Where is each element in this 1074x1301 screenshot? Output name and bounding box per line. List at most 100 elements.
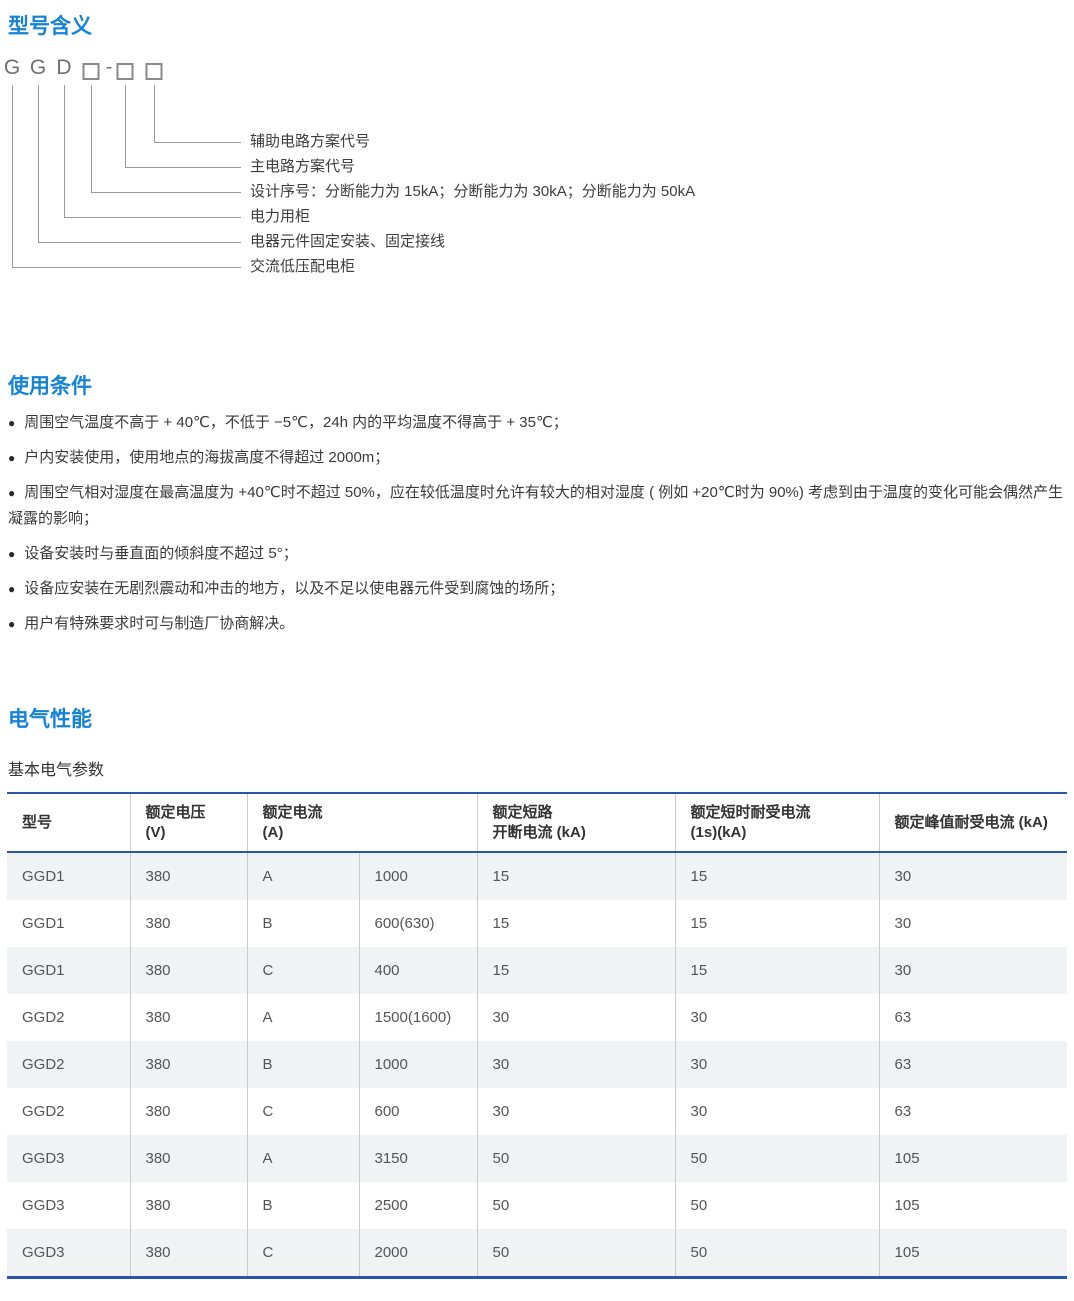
condition-item: ● 周围空气温度不高于 + 40℃，不低于 −5℃，24h 内的平均温度不得高于 … — [8, 410, 1070, 436]
table-cell: 400 — [358, 947, 478, 994]
table-header-cell: 型号 — [7, 793, 130, 852]
table-cell: 380 — [129, 947, 247, 994]
table-cell: A — [246, 994, 359, 1041]
header-line: 额定短路 — [492, 803, 553, 821]
section-title-electrical-performance: 电气性能 — [8, 708, 92, 731]
table-cell: GGD3 — [22, 1197, 65, 1214]
table-cell: 15 — [674, 947, 880, 994]
condition-item: ● 周围空气相对湿度在最高温度为 +40℃时不超过 50%，应在较低温度时允许有较… — [8, 480, 1070, 532]
table-header-cell: 额定短时耐受电流 (1s)(kA) — [674, 793, 880, 852]
table-cell: 50 — [476, 1135, 676, 1182]
table-row: GGD1 380 C 400 15 15 30 — [7, 947, 1068, 994]
table-body: GGD1 380 A 1000 15 15 30 GGD1 380 B 600(630) 15 15 30… — [7, 852, 1068, 1278]
table-cell: 30 — [476, 1088, 676, 1135]
table-cell: 30 — [674, 1088, 880, 1135]
condition-item: ● 设备应安装在无剧烈震动和冲击的地方，以及不足以使电器元件受到腐蚀的场所； — [8, 576, 1070, 602]
model-code-label: 辅助电路方案代号 — [250, 133, 371, 150]
table-row: GGD3 380 C 2000 50 50 105 — [7, 1229, 1068, 1278]
condition-text: 用户有特殊要求时可与制造厂协商解决。 — [24, 615, 295, 632]
table-cell: 380 — [129, 1041, 247, 1088]
connector-line — [64, 85, 241, 218]
table-cell: 2000 — [358, 1229, 478, 1278]
connector-line — [125, 85, 241, 168]
table-cell: 50 — [674, 1135, 880, 1182]
table-cell: 380 — [129, 852, 247, 900]
table-cell: 30 — [878, 852, 1068, 900]
bullet-icon: ● — [8, 617, 16, 631]
table-cell: 1000 — [358, 1041, 478, 1088]
table-cell: 15 — [476, 947, 676, 994]
table-cell: 30 — [476, 1041, 676, 1088]
table-cell: GGD1 — [22, 868, 65, 885]
table-cell: 50 — [674, 1182, 880, 1229]
table-row: GGD1 380 A 1000 15 15 30 — [7, 852, 1068, 900]
usage-conditions-list: ● 周围空气温度不高于 + 40℃，不低于 −5℃，24h 内的平均温度不得高于 … — [8, 410, 1070, 646]
condition-item: ● 设备安装时与垂直面的倾斜度不超过 5°； — [8, 541, 1070, 567]
bullet-icon: ● — [8, 451, 16, 465]
table-cell: 380 — [129, 1088, 247, 1135]
table-row: GGD1 380 B 600(630) 15 15 30 — [7, 900, 1068, 947]
header-line: 型号 — [22, 813, 53, 831]
model-dash: - — [105, 57, 113, 78]
model-code-label: 交流低压配电柜 — [250, 258, 356, 275]
header-line: (1s)(kA) — [690, 823, 747, 841]
model-box-placeholder — [145, 63, 163, 80]
table-cell: 380 — [129, 900, 247, 947]
table-cell: 105 — [878, 1182, 1068, 1229]
table-row: GGD3 380 A 3150 50 50 105 — [7, 1135, 1068, 1182]
table-cell: 105 — [878, 1135, 1068, 1182]
table-cell: B — [246, 1182, 359, 1229]
table-cell: 30 — [878, 947, 1068, 994]
table-header-row: 型号 额定电压 (V) 额定电流 (A) 额定短路 开断电流 (kA) 额定短时耐受电流 (1s… — [7, 793, 1068, 852]
table-cell: 63 — [878, 1041, 1068, 1088]
section-title-model-meaning: 型号含义 — [8, 15, 92, 38]
header-line: 额定短时耐受电流 — [690, 803, 811, 821]
model-code-label: 主电路方案代号 — [250, 158, 356, 175]
connector-line — [38, 85, 241, 243]
condition-text: 户内安装使用，使用地点的海拔高度不得超过 2000m； — [24, 449, 390, 466]
table-cell: 105 — [878, 1229, 1068, 1278]
table-cell: 1000 — [358, 852, 478, 900]
connector-line — [91, 85, 241, 193]
model-code-label: 设计序号：分断能力为 15kA；分断能力为 30kA；分断能力为 50kA — [250, 183, 696, 200]
model-box-placeholder — [82, 63, 100, 80]
table-cell: A — [246, 1135, 359, 1182]
table-cell: 600(630) — [358, 900, 478, 947]
section-title-usage-conditions: 使用条件 — [8, 375, 92, 398]
table-cell: A — [246, 852, 359, 900]
table-cell: 30 — [476, 994, 676, 1041]
table-cell: 30 — [674, 1041, 880, 1088]
table-cell: 50 — [476, 1229, 676, 1278]
table-header-cell: 额定峰值耐受电流 (kA) — [878, 793, 1068, 852]
header-line: 开断电流 (kA) — [492, 823, 586, 841]
condition-text: 周围空气相对湿度在最高温度为 +40℃时不超过 50%，应在较低温度时允许有较大… — [8, 484, 1064, 527]
table-row: GGD2 380 A 1500(1600) 30 30 63 — [7, 994, 1068, 1041]
table-cell: 63 — [878, 1088, 1068, 1135]
table-cell: 2500 — [358, 1182, 478, 1229]
table-row: GGD2 380 C 600 30 30 63 — [7, 1088, 1068, 1135]
table-cell: GGD3 — [22, 1244, 65, 1261]
table-cell: 380 — [129, 1135, 247, 1182]
table-cell: 15 — [476, 900, 676, 947]
table-cell: 600 — [358, 1088, 478, 1135]
condition-text: 周围空气温度不高于 + 40℃，不低于 −5℃，24h 内的平均温度不得高于 +… — [24, 414, 568, 431]
table-cell: GGD2 — [22, 1056, 65, 1073]
header-line: (V) — [145, 823, 166, 841]
table-cell: 3150 — [358, 1135, 478, 1182]
table-header-cell: 额定电压 (V) — [129, 793, 247, 852]
connector-line — [154, 85, 241, 143]
connector-line — [12, 85, 241, 268]
bullet-icon: ● — [8, 547, 16, 561]
model-code-label: 电力用柜 — [250, 208, 311, 225]
table-cell: 1500(1600) — [358, 994, 478, 1041]
condition-item: ● 用户有特殊要求时可与制造厂协商解决。 — [8, 611, 1070, 637]
table-cell: 15 — [674, 852, 880, 900]
table-head: 型号 额定电压 (V) 额定电流 (A) 额定短路 开断电流 (kA) 额定短时耐受电流 (1s… — [7, 793, 1068, 852]
table-cell: C — [246, 1088, 359, 1135]
model-box-placeholder — [116, 63, 134, 80]
header-line: 额定峰值耐受电流 (kA) — [894, 813, 1048, 831]
table-cell: B — [246, 900, 359, 947]
table-cell: C — [246, 1229, 359, 1278]
table-cell: GGD1 — [22, 915, 65, 932]
table-cell: 15 — [476, 852, 676, 900]
